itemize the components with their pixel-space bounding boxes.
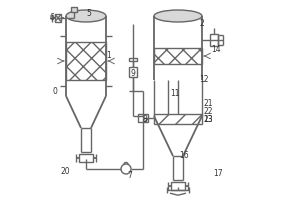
Text: 5: 5 <box>87 9 92 19</box>
Text: 1: 1 <box>106 51 111 60</box>
Text: 6: 6 <box>50 14 54 22</box>
Bar <box>171 182 185 190</box>
Text: 14: 14 <box>211 46 221 54</box>
Ellipse shape <box>154 10 202 22</box>
Text: 17: 17 <box>213 168 223 178</box>
Text: 8: 8 <box>142 116 147 124</box>
Text: 11: 11 <box>170 90 180 98</box>
Text: 0: 0 <box>52 88 57 97</box>
Bar <box>138 114 148 122</box>
Bar <box>154 114 202 124</box>
Bar <box>79 154 93 162</box>
Text: 21: 21 <box>203 99 213 108</box>
Text: 16: 16 <box>179 152 189 160</box>
Text: 9: 9 <box>130 70 135 78</box>
Text: 13: 13 <box>203 116 213 124</box>
Text: 22: 22 <box>203 108 213 116</box>
Text: 20: 20 <box>60 166 70 176</box>
Bar <box>210 34 218 46</box>
Bar <box>154 48 202 64</box>
Bar <box>66 42 106 80</box>
Bar <box>129 58 137 61</box>
Bar <box>55 14 61 22</box>
Text: 7: 7 <box>128 171 132 180</box>
Text: 2: 2 <box>200 20 204 28</box>
Ellipse shape <box>66 10 106 22</box>
Bar <box>129 67 137 77</box>
Text: 12: 12 <box>199 75 209 84</box>
Bar <box>71 7 77 12</box>
Text: 23: 23 <box>203 116 213 124</box>
